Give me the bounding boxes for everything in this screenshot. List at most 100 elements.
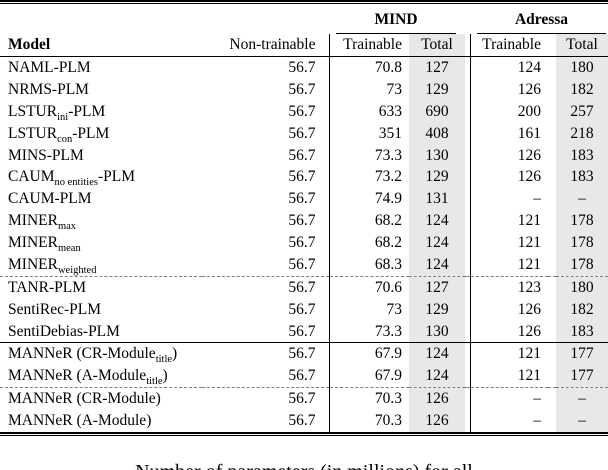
cell-model: CAUMno entities-PLM (0, 166, 202, 188)
cell-adressa-trainable: 121 (470, 253, 548, 277)
table-row: SentiRec-PLM 56.7 73 129 126 182 (0, 298, 608, 321)
table-row: MINERmean 56.7 68.2 124 121 178 (0, 232, 608, 254)
model-name: NRMS-PLM (8, 80, 89, 98)
cell-adressa-total: 182 (556, 78, 608, 101)
column-separator (465, 100, 471, 123)
cell-mind-total: 127 (409, 56, 465, 79)
cell-adressa-total: 257 (556, 100, 608, 123)
cell-mind-trainable: 68.3 (329, 253, 409, 277)
cell-non-trainable: 56.7 (202, 410, 330, 432)
group-gap (465, 4, 470, 34)
model-name-suffix: -PLM (68, 102, 106, 120)
cell-mind-total: 130 (409, 144, 465, 167)
cell-mind-trainable: 70.3 (374, 390, 402, 408)
cell-mind-total: 408 (409, 122, 465, 145)
column-gap (548, 253, 556, 277)
cell-adressa-total: 218 (556, 122, 608, 145)
column-gap (548, 188, 556, 210)
model-name-suffix: ) (172, 345, 178, 363)
cell-non-trainable: 56.7 (202, 210, 330, 232)
cell-mind-trainable: 351 (378, 124, 402, 142)
column-separator (465, 320, 471, 344)
cell-non-trainable: 56.7 (202, 320, 330, 344)
table-row: CAUMno entities-PLM 56.7 73.2 129 126 18… (0, 166, 608, 189)
cell-model: SentiDebias-PLM (0, 320, 202, 344)
cell-mind-total: 129 (409, 298, 465, 321)
column-gap (548, 365, 556, 389)
column-separator (465, 122, 471, 145)
cell-adressa-total: – (556, 410, 608, 432)
cell-mind-total: 127 (409, 276, 465, 299)
model-subscript: max (57, 221, 77, 232)
cell-non-trainable: 56.7 (202, 78, 330, 101)
table-row: NAML-PLM 56.7 70.8 127 124 180 (0, 56, 608, 79)
column-separator (465, 298, 471, 321)
cell-mind-trainable: 68.2 (374, 234, 402, 251)
column-gap (548, 166, 556, 188)
model-name: MINER (8, 255, 58, 273)
cell-adressa-total: 178 (556, 232, 608, 254)
cell-adressa-total: – (556, 387, 608, 410)
cell-non-trainable: 56.7 (202, 188, 330, 211)
cell-adressa-total: 183 (556, 144, 608, 167)
table-header: MIND Adressa Model Non-trainable Trainab… (0, 4, 608, 57)
cell-mind-total: 124 (409, 210, 465, 232)
cell-mind-total: 124 (409, 365, 465, 389)
group-header-mind: MIND (329, 4, 465, 34)
table-row: NRMS-PLM 56.7 73 129 126 182 (0, 78, 608, 101)
cell-mind-trainable: 68.2 (374, 212, 402, 230)
cell-mind-trainable: 70.8 (374, 59, 402, 76)
cell-adressa-trainable: 121 (517, 234, 541, 251)
table-row: MANNeR (CR-Module) 56.7 70.3 126 – – (0, 387, 608, 410)
column-separator (465, 166, 471, 189)
cell-adressa-total: 178 (556, 210, 608, 232)
table-row: MINERweighted 56.7 68.3 124 121 178 (0, 253, 608, 277)
header-non-trainable: Non-trainable (202, 34, 330, 57)
cell-model: MINERmax (0, 210, 202, 232)
cell-adressa-trainable: – (533, 190, 541, 208)
cell-non-trainable: 56.7 (202, 365, 330, 389)
cell-model: NAML-PLM (0, 57, 202, 79)
cell-mind-trainable: 73.3 (329, 320, 409, 344)
table-row: MINS-PLM 56.7 73.3 130 126 183 (0, 144, 608, 167)
table-row: TANR-PLM 56.7 70.6 127 123 180 (0, 276, 608, 299)
model-subscript: title (155, 354, 173, 366)
column-gap (548, 343, 556, 365)
cell-non-trainable: 56.7 (202, 276, 330, 299)
column-gap (548, 320, 556, 344)
column-separator (465, 232, 471, 254)
cell-mind-trainable: 74.9 (374, 190, 402, 208)
cell-mind-total: 124 (409, 232, 465, 254)
model-name: LSTUR (8, 102, 58, 120)
table-row: LSTURcon-PLM 56.7 351 408 161 218 (0, 122, 608, 145)
cell-model: MANNeR (A-Moduletitle) (0, 365, 202, 389)
model-name: MANNeR (A-Module (8, 367, 147, 385)
cell-adressa-total: 180 (556, 56, 608, 79)
cell-non-trainable: 56.7 (202, 122, 330, 145)
column-gap (548, 388, 556, 410)
cell-mind-total: 129 (409, 78, 465, 101)
group-header-spacer (0, 4, 329, 34)
model-name: TANR-PLM (8, 278, 86, 296)
column-separator (465, 410, 471, 432)
cell-adressa-trainable: 126 (517, 168, 541, 186)
column-separator (465, 365, 471, 389)
model-name: MANNeR (CR-Module (8, 345, 156, 363)
column-gap (548, 101, 556, 123)
cell-non-trainable: 56.7 (202, 166, 330, 189)
column-gap (548, 145, 556, 167)
column-separator (465, 78, 471, 101)
group-header-adressa: Adressa (470, 4, 608, 34)
table-row: LSTURini-PLM 56.7 633 690 200 257 (0, 100, 608, 123)
column-separator (465, 253, 471, 277)
table-row: MANNeR (CR-Moduletitle) 56.7 67.9 124 12… (0, 342, 608, 366)
cell-model: TANR-PLM (0, 276, 202, 298)
cell-model: MINERmean (0, 232, 202, 254)
cell-adressa-trainable: 121 (517, 212, 541, 230)
cell-mind-total: 124 (409, 253, 465, 277)
cell-model: CAUM-PLM (0, 188, 202, 210)
column-separator (465, 342, 471, 366)
column-gap (548, 57, 556, 79)
model-name-suffix: -PLM (97, 168, 136, 186)
table-row: CAUM-PLM 56.7 74.9 131 – – (0, 188, 608, 211)
